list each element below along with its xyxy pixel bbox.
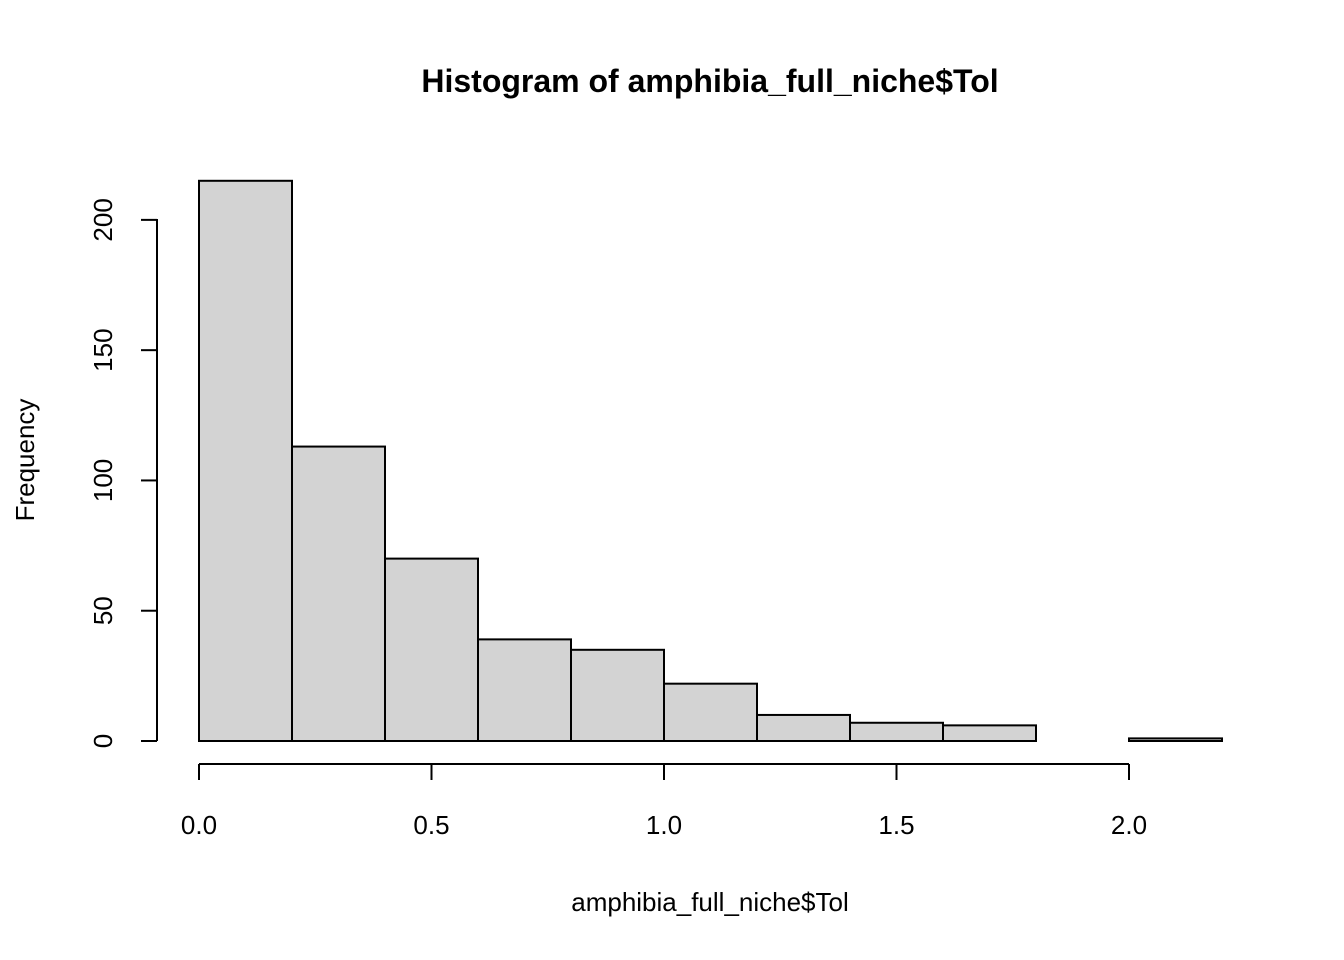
y-tick-label-1: 50 <box>88 596 118 625</box>
histogram-bar-2 <box>384 557 479 742</box>
y-tick-label-2: 100 <box>88 459 118 502</box>
x-tick-label-1: 0.5 <box>413 810 449 840</box>
histogram-bar-4 <box>570 648 665 743</box>
x-axis-ticks: 0.0 0.5 1.0 1.5 2.0 <box>181 764 1147 840</box>
x-axis-label: amphibia_full_niche$Tol <box>571 887 849 917</box>
histogram-bar-10 <box>1128 737 1223 743</box>
histogram-bar-3 <box>477 638 572 742</box>
y-tick-label-3: 150 <box>88 328 118 371</box>
y-axis-ticks: 0 50 100 150 200 <box>88 198 157 748</box>
histogram-bar-7 <box>849 721 944 743</box>
y-tick-label-0: 0 <box>88 734 118 748</box>
histogram-bars <box>198 179 1223 743</box>
y-tick-label-4: 200 <box>88 198 118 241</box>
x-tick-label-0: 0.0 <box>181 810 217 840</box>
x-tick-label-2: 1.0 <box>646 810 682 840</box>
x-tick-label-3: 1.5 <box>878 810 914 840</box>
histogram-bar-8 <box>942 724 1037 742</box>
histogram-bar-1 <box>291 445 386 742</box>
y-axis-label: Frequency <box>10 399 40 522</box>
x-tick-label-4: 2.0 <box>1111 810 1147 840</box>
histogram-bar-6 <box>756 713 851 742</box>
histogram-bar-5 <box>663 682 758 743</box>
chart-title: Histogram of amphibia_full_niche$Tol <box>421 63 998 99</box>
histogram-bar-0 <box>198 179 293 742</box>
